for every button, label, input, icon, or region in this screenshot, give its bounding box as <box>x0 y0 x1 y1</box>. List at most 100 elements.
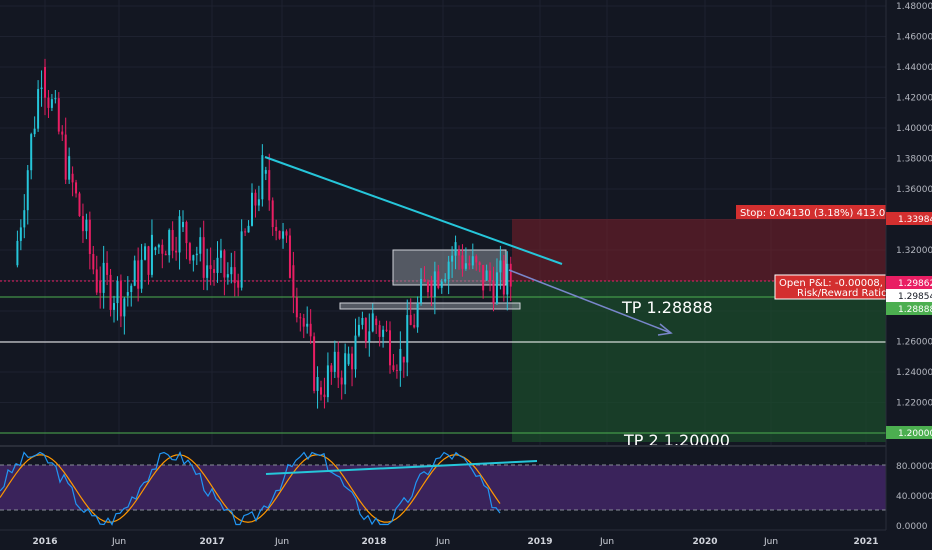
oscillator-band <box>0 465 886 510</box>
candle-body <box>137 260 140 289</box>
candle-body <box>447 261 450 280</box>
candle-body <box>157 244 160 248</box>
candle-body <box>492 281 495 304</box>
candle-body <box>357 324 360 336</box>
candle-body <box>382 329 385 337</box>
candle-body <box>71 173 74 183</box>
support-zone[interactable] <box>339 302 521 310</box>
candle-body <box>489 270 492 282</box>
price-tick-label: 1.46000 <box>896 33 932 43</box>
candle-body <box>378 325 381 337</box>
candle-body <box>85 219 88 232</box>
candle-body <box>116 281 119 304</box>
candle-body <box>395 369 398 371</box>
candle-body <box>399 348 402 371</box>
candle-body <box>499 260 502 273</box>
candle-body <box>495 272 498 304</box>
tp2-price-tag: 1.20000 <box>886 426 932 439</box>
candle-body <box>354 335 357 370</box>
trendline-resistance[interactable] <box>264 156 563 265</box>
candle-body <box>33 128 36 135</box>
entry-price-tag-2: 1.29854 <box>886 289 932 302</box>
candle-body <box>440 281 443 288</box>
time-tick-label: Jun <box>763 537 778 547</box>
candle-body <box>458 250 460 256</box>
candle-body <box>392 365 395 370</box>
candle-body <box>437 271 440 288</box>
candle-body <box>213 269 216 273</box>
time-tick-label: 2018 <box>361 537 386 547</box>
candle-body <box>292 265 295 298</box>
price-tick-label: 1.32000 <box>896 246 932 256</box>
price-tick-label: 1.36000 <box>896 185 932 195</box>
price-tick-label: 1.22000 <box>896 399 932 409</box>
candle-body <box>320 387 322 395</box>
candle-body <box>154 247 157 250</box>
time-tick-label: 2021 <box>853 537 878 547</box>
candle-body <box>406 315 409 363</box>
candle-body <box>364 318 367 342</box>
candle-body <box>316 377 319 391</box>
candle-body <box>306 323 309 327</box>
candle-body <box>119 281 122 317</box>
candle-body <box>420 279 423 304</box>
candle-body <box>509 263 512 287</box>
candle-body <box>147 246 150 275</box>
candle-body <box>351 353 354 370</box>
candle-body <box>226 274 229 278</box>
candle-body <box>461 255 464 269</box>
candle-body <box>426 281 429 293</box>
tp1-annotation: TP 1.28888 <box>621 298 713 317</box>
candle-body <box>192 255 195 261</box>
candle-body <box>333 351 336 372</box>
time-axis[interactable] <box>0 530 886 550</box>
candle-body <box>185 221 188 244</box>
time-tick-label: 2017 <box>199 537 224 547</box>
candle-body <box>209 265 212 270</box>
candle-body <box>285 231 288 236</box>
candle-body <box>468 263 471 266</box>
candle-body <box>478 262 481 265</box>
candle-body <box>313 336 316 391</box>
price-axis[interactable] <box>886 0 932 550</box>
candle-body <box>113 303 115 310</box>
candle-body <box>99 280 102 293</box>
svg-text:Stop: 0.04130 (3.18%) 413.0,: Stop: 0.04130 (3.18%) 413.0, <box>740 208 888 219</box>
svg-text:Risk/Reward Ratio:: Risk/Reward Ratio: <box>797 288 891 299</box>
candle-body <box>506 263 509 295</box>
candle-body <box>299 317 302 319</box>
candle-body <box>430 280 433 297</box>
candle-body <box>454 242 457 256</box>
price-tick-label: 1.44000 <box>896 63 932 73</box>
oscillator-tick-label: 0.0000 <box>896 522 928 532</box>
oscillator-axis-ticks: 80.0000 40.0000 0.0000 <box>896 462 932 532</box>
candle-body <box>61 131 64 135</box>
candle-body <box>88 219 91 255</box>
candle-body <box>502 260 505 295</box>
candle-body <box>240 231 243 288</box>
svg-text:1.29854: 1.29854 <box>898 292 932 302</box>
stop-price-tag: 1.33984 <box>886 212 932 225</box>
candle-body <box>109 274 112 310</box>
candle-body <box>309 323 312 337</box>
candle-body <box>471 256 474 266</box>
stop-label: Stop: 0.04130 (3.18%) 413.0, <box>736 205 888 219</box>
candle-body <box>451 255 454 262</box>
candle-body <box>26 170 29 211</box>
candle-body <box>216 257 219 273</box>
oscillator-trendline[interactable] <box>265 460 538 475</box>
candle-body <box>337 351 340 378</box>
candle-body <box>340 377 343 385</box>
time-axis-ticks: 2016 Jun 2017 Jun 2018 Jun 2019 Jun 2020 Jun 2021 <box>32 537 878 547</box>
candle-body <box>95 269 98 293</box>
candle-body <box>409 315 412 325</box>
tp1-price-tag: 1.28888 <box>886 302 932 315</box>
candle-body <box>261 155 264 200</box>
candle-body <box>140 259 143 289</box>
candle-body <box>389 330 391 366</box>
time-tick-label: 2016 <box>32 537 57 547</box>
candle-body <box>344 353 347 385</box>
candle-body <box>54 98 57 100</box>
projection-arrow[interactable] <box>508 269 673 336</box>
candle-body <box>230 267 233 275</box>
